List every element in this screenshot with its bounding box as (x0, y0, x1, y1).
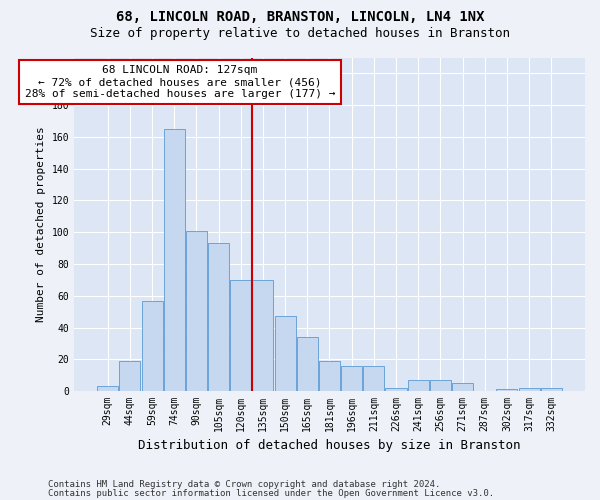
Bar (407, 380, 429, 391)
Bar (452, 383, 473, 391)
Bar (363, 366, 385, 391)
Text: 68, LINCOLN ROAD, BRANSTON, LINCOLN, LN4 1NX: 68, LINCOLN ROAD, BRANSTON, LINCOLN, LN4… (116, 10, 484, 24)
Bar (164, 129, 185, 391)
Y-axis label: Number of detached properties: Number of detached properties (36, 126, 46, 322)
Bar (186, 230, 207, 391)
Text: Contains public sector information licensed under the Open Government Licence v3: Contains public sector information licen… (48, 490, 494, 498)
Bar (253, 280, 274, 391)
Bar (385, 388, 407, 391)
Bar (341, 366, 362, 391)
Bar (319, 361, 340, 391)
Bar (119, 361, 140, 391)
Bar (275, 316, 296, 391)
Bar (208, 244, 229, 391)
Bar (496, 390, 517, 391)
Bar (297, 337, 318, 391)
Bar (97, 386, 118, 391)
Bar (541, 388, 562, 391)
Bar (518, 388, 539, 391)
Bar (142, 300, 163, 391)
Text: 68 LINCOLN ROAD: 127sqm
← 72% of detached houses are smaller (456)
28% of semi-d: 68 LINCOLN ROAD: 127sqm ← 72% of detache… (25, 66, 335, 98)
Text: Contains HM Land Registry data © Crown copyright and database right 2024.: Contains HM Land Registry data © Crown c… (48, 480, 440, 489)
X-axis label: Distribution of detached houses by size in Branston: Distribution of detached houses by size … (138, 440, 521, 452)
Text: Size of property relative to detached houses in Branston: Size of property relative to detached ho… (90, 28, 510, 40)
Bar (230, 280, 251, 391)
Bar (430, 380, 451, 391)
